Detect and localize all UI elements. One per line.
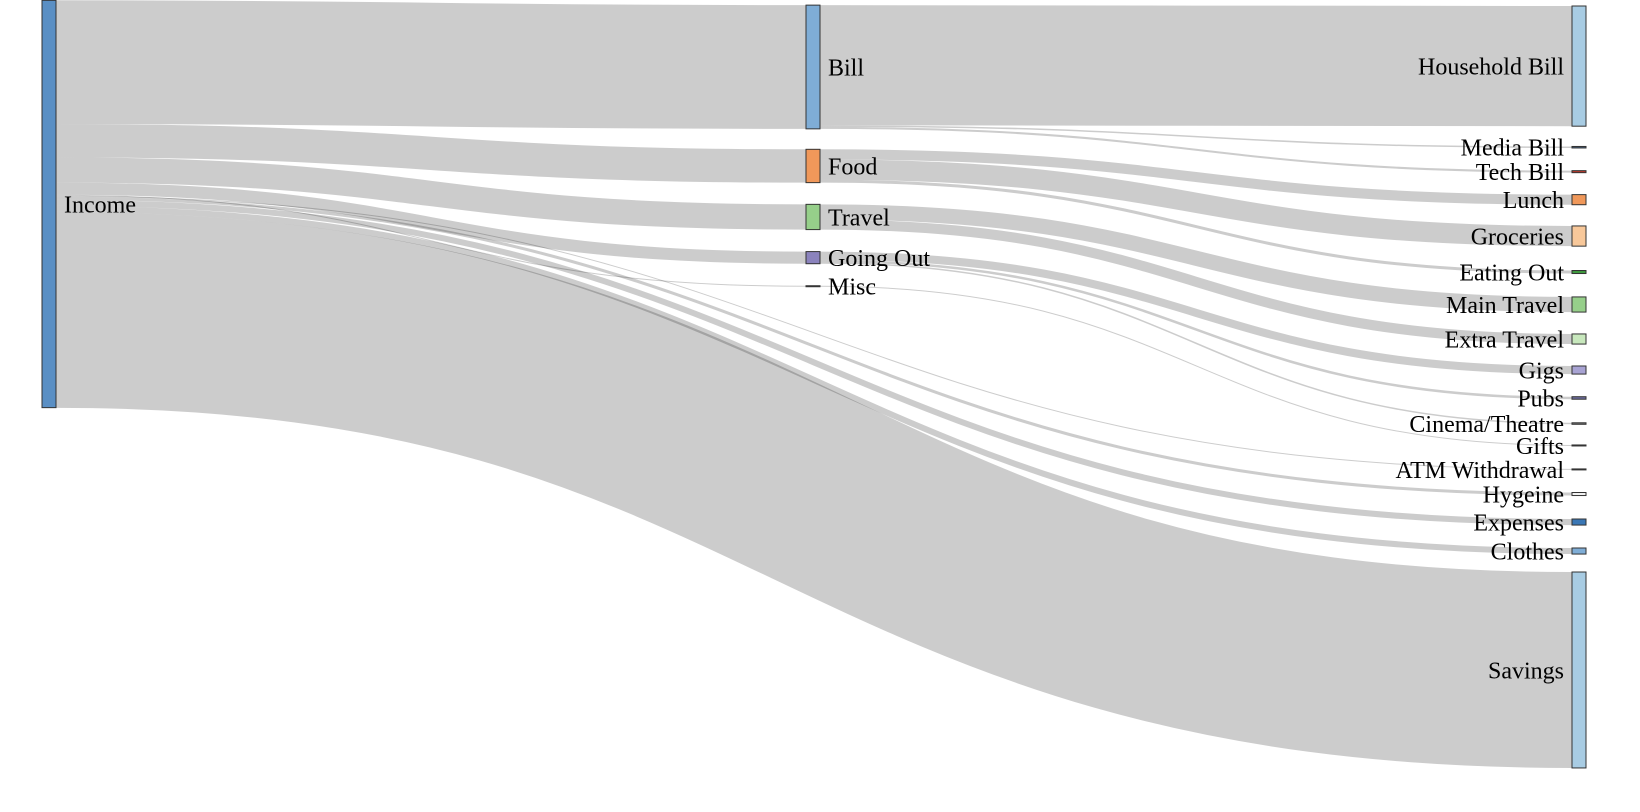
node-lunch[interactable]: Lunch [1503, 188, 1587, 214]
node-label-pubs: Pubs [1517, 386, 1564, 412]
node-bar-expenses[interactable] [1571, 518, 1587, 526]
node-bar-pubs[interactable] [1571, 396, 1587, 400]
node-label-expenses: Expenses [1473, 510, 1564, 536]
node-bar-media[interactable] [1571, 145, 1587, 149]
node-eatingout[interactable]: Eating Out [1459, 260, 1587, 286]
node-bar-travel[interactable] [805, 203, 821, 231]
link-income-to-expenses[interactable] [55, 199, 1573, 526]
node-label-income: Income [64, 192, 136, 218]
node-goingout[interactable]: Going Out [805, 246, 930, 272]
node-label-atm: ATM Withdrawal [1395, 458, 1564, 484]
sankey-nodes: Income Bill Food Travel Going Out Misc Househo… [41, 0, 1587, 769]
link-food-to-lunch[interactable] [819, 149, 1573, 205]
link-bill-to-household[interactable] [819, 5, 1573, 127]
node-bar-food[interactable] [805, 148, 821, 184]
node-bar-misc[interactable] [805, 285, 821, 288]
link-income-to-bill[interactable] [55, 0, 807, 129]
node-savings[interactable]: Savings [1488, 571, 1587, 769]
link-income-to-clothes[interactable] [55, 205, 1573, 555]
node-label-gifts: Gifts [1516, 434, 1564, 460]
node-bar-household[interactable] [1571, 5, 1587, 127]
node-bar-tech[interactable] [1571, 170, 1587, 174]
link-income-to-hygeine[interactable] [55, 196, 1573, 496]
link-income-to-travel[interactable] [55, 157, 807, 230]
node-food[interactable]: Food [805, 148, 877, 184]
node-label-savings: Savings [1488, 658, 1564, 684]
node-bar-eatingout[interactable] [1571, 270, 1587, 275]
node-label-misc: Misc [828, 275, 876, 301]
node-label-maintravel: Main Travel [1446, 293, 1564, 319]
node-clothes[interactable]: Clothes [1491, 539, 1587, 565]
node-label-groceries: Groceries [1471, 224, 1564, 250]
node-expenses[interactable]: Expenses [1473, 510, 1587, 536]
node-travel[interactable]: Travel [805, 203, 890, 231]
link-goingout-to-gigs[interactable] [819, 251, 1573, 375]
node-label-hygeine: Hygeine [1483, 482, 1564, 508]
link-goingout-to-pubs[interactable] [819, 259, 1573, 400]
link-bill-to-media[interactable] [819, 125, 1573, 148]
node-bar-income[interactable] [41, 0, 57, 409]
node-label-household: Household Bill [1418, 54, 1564, 80]
node-bar-savings[interactable] [1571, 571, 1587, 769]
node-label-extratravel: Extra Travel [1445, 327, 1565, 353]
node-gigs[interactable]: Gigs [1519, 358, 1587, 384]
node-label-cinema: Cinema/Theatre [1409, 412, 1564, 438]
node-label-food: Food [828, 154, 877, 180]
node-label-clothes: Clothes [1491, 539, 1564, 565]
link-income-to-atm[interactable] [55, 195, 1573, 470]
link-goingout-to-cinema[interactable] [819, 262, 1573, 425]
node-label-bill: Bill [828, 55, 864, 81]
node-bar-lunch[interactable] [1571, 194, 1587, 206]
node-label-lunch: Lunch [1503, 188, 1564, 214]
link-income-to-food[interactable] [55, 124, 807, 183]
node-media[interactable]: Media Bill [1461, 136, 1587, 162]
link-food-to-groceries[interactable] [819, 159, 1573, 247]
node-atm[interactable]: ATM Withdrawal [1395, 458, 1587, 484]
link-income-to-goingout[interactable] [55, 182, 807, 264]
link-income-to-savings[interactable] [55, 211, 1573, 768]
link-misc-to-gifts[interactable] [819, 285, 1573, 446]
link-travel-to-extratravel[interactable] [819, 219, 1573, 345]
node-bar-gigs[interactable] [1571, 365, 1587, 375]
node-label-travel: Travel [828, 205, 890, 231]
node-bar-atm[interactable] [1571, 468, 1587, 471]
node-misc[interactable]: Misc [805, 275, 876, 301]
node-hygeine[interactable]: Hygeine [1483, 482, 1587, 508]
node-tech[interactable]: Tech Bill [1476, 160, 1587, 186]
node-bar-clothes[interactable] [1571, 547, 1587, 555]
node-maintravel[interactable]: Main Travel [1446, 293, 1587, 319]
node-extratravel[interactable]: Extra Travel [1445, 327, 1587, 353]
node-bar-cinema[interactable] [1571, 422, 1587, 425]
node-label-tech: Tech Bill [1476, 160, 1565, 186]
node-bill[interactable]: Bill [805, 4, 864, 130]
node-label-eatingout: Eating Out [1459, 260, 1564, 286]
node-groceries[interactable]: Groceries [1471, 224, 1587, 250]
node-label-goingout: Going Out [828, 246, 930, 272]
link-bill-to-tech[interactable] [819, 126, 1573, 173]
node-bar-maintravel[interactable] [1571, 296, 1587, 313]
sankey-links [55, 0, 1573, 768]
node-cinema[interactable]: Cinema/Theatre [1409, 412, 1587, 438]
node-bar-extratravel[interactable] [1571, 333, 1587, 345]
node-pubs[interactable]: Pubs [1517, 386, 1587, 412]
link-food-to-eatingout[interactable] [819, 179, 1573, 274]
node-bar-groceries[interactable] [1571, 225, 1587, 247]
node-household[interactable]: Household Bill [1418, 5, 1587, 127]
link-income-to-misc[interactable] [55, 194, 807, 287]
node-bar-gifts[interactable] [1571, 444, 1587, 447]
node-income[interactable]: Income [41, 0, 136, 409]
node-bar-bill[interactable] [805, 4, 821, 130]
node-label-media: Media Bill [1461, 136, 1565, 162]
node-label-gigs: Gigs [1519, 358, 1564, 384]
link-travel-to-maintravel[interactable] [819, 204, 1573, 313]
node-bar-goingout[interactable] [805, 251, 821, 265]
node-gifts[interactable]: Gifts [1516, 434, 1587, 460]
node-bar-hygeine[interactable] [1571, 492, 1587, 497]
